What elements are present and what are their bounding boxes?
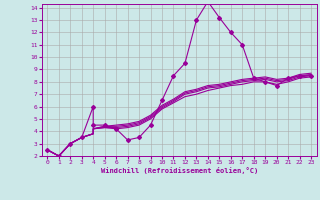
X-axis label: Windchill (Refroidissement éolien,°C): Windchill (Refroidissement éolien,°C) <box>100 167 258 174</box>
